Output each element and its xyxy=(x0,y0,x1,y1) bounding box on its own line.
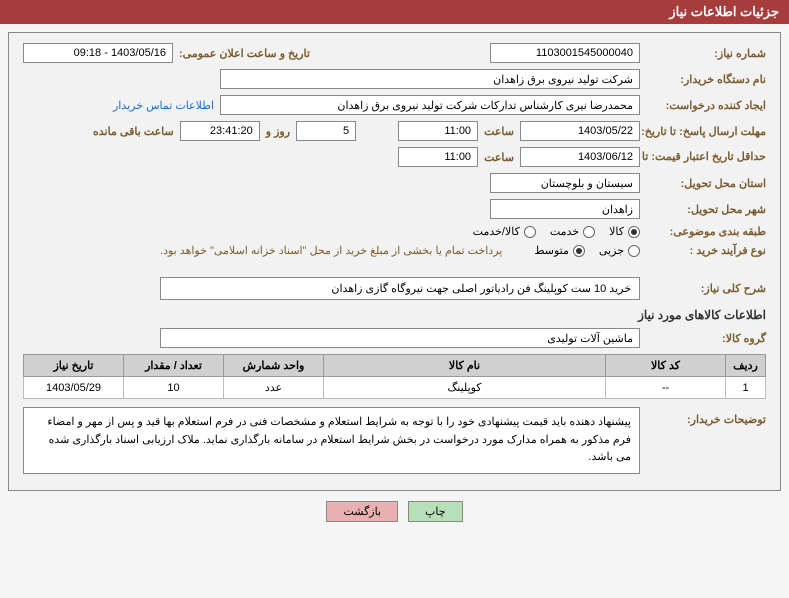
label-city: شهر محل تحویل: xyxy=(646,203,766,216)
field-buyer-org: شرکت تولید نیروی برق زاهدان xyxy=(220,69,640,89)
th-code: کد کالا xyxy=(606,355,726,377)
radio-label-khedmat: خدمت xyxy=(550,225,579,238)
label-subject-class: طبقه بندی موضوعی: xyxy=(646,225,766,238)
radio-kala-khedmat[interactable]: کالا/خدمت xyxy=(473,225,536,238)
label-announce-dt: تاریخ و ساعت اعلان عمومی: xyxy=(179,47,310,60)
label-hour2: ساعت xyxy=(484,151,514,164)
radio-dot-icon xyxy=(583,226,595,238)
radio-dot-icon xyxy=(628,226,640,238)
section-goods-info: اطلاعات کالاهای مورد نیاز xyxy=(23,308,766,322)
td-qty: 10 xyxy=(124,377,224,399)
label-purchase-type: نوع فرآیند خرید : xyxy=(646,244,766,257)
radio-label-kala: کالا xyxy=(609,225,624,238)
field-need-no: 1103001545000040 xyxy=(490,43,640,63)
table-row: 1 -- کوپلینگ عدد 10 1403/05/29 xyxy=(24,377,766,399)
label-min-validity: حداقل تاریخ اعتبار قیمت: تا تاریخ: xyxy=(646,150,766,164)
field-min-validity-date: 1403/06/12 xyxy=(520,147,640,167)
th-qty: تعداد / مقدار xyxy=(124,355,224,377)
goods-table: ردیف کد کالا نام کالا واحد شمارش تعداد /… xyxy=(23,354,766,399)
radio-khedmat[interactable]: خدمت xyxy=(550,225,595,238)
field-goods-group: ماشین آلات تولیدی xyxy=(160,328,640,348)
label-days-and: روز و xyxy=(266,125,290,138)
field-remain-days: 5 xyxy=(296,121,356,141)
radio-label-kalakhedmat: کالا/خدمت xyxy=(473,225,520,238)
field-min-validity-hour: 11:00 xyxy=(398,147,478,167)
th-row: ردیف xyxy=(726,355,766,377)
header-title: جزئیات اطلاعات نیاز xyxy=(669,4,779,20)
label-buyer-notes: توضیحات خریدار: xyxy=(646,407,766,426)
page-header: جزئیات اطلاعات نیاز xyxy=(0,0,789,24)
radio-label-jozei: جزیی xyxy=(599,244,624,257)
radio-dot-icon xyxy=(524,226,536,238)
purchase-note: پرداخت تمام یا بخشی از مبلغ خرید از محل … xyxy=(160,244,502,257)
th-unit: واحد شمارش xyxy=(224,355,324,377)
td-name: کوپلینگ xyxy=(324,377,606,399)
back-button[interactable]: بازگشت xyxy=(326,501,398,522)
label-goods-group: گروه کالا: xyxy=(646,332,766,345)
field-city: زاهدان xyxy=(490,199,640,219)
td-unit: عدد xyxy=(224,377,324,399)
print-button[interactable]: چاپ xyxy=(408,501,463,522)
label-need-no: شماره نیاز: xyxy=(646,47,766,60)
radio-motavaset[interactable]: متوسط xyxy=(534,244,585,257)
radio-label-motavaset: متوسط xyxy=(534,244,569,257)
td-date: 1403/05/29 xyxy=(24,377,124,399)
field-announce-dt: 1403/05/16 - 09:18 xyxy=(23,43,173,63)
field-province: سیستان و بلوچستان xyxy=(490,173,640,193)
radio-dot-icon xyxy=(628,245,640,257)
buyer-notes-box: پیشنهاد دهنده باید قیمت پیشنهادی خود را … xyxy=(23,407,640,474)
label-hour1: ساعت xyxy=(484,125,514,138)
label-reply-deadline: مهلت ارسال پاسخ: تا تاریخ: xyxy=(646,125,766,138)
radio-dot-icon xyxy=(573,245,585,257)
radio-kala[interactable]: کالا xyxy=(609,225,640,238)
process-radio-group: جزیی متوسط xyxy=(534,244,640,257)
main-panel: شماره نیاز: 1103001545000040 تاریخ و ساع… xyxy=(8,32,781,491)
label-need-summary: شرح کلی نیاز: xyxy=(646,282,766,295)
field-need-summary: خرید 10 ست کوپلینگ فن رادیاتور اصلی جهت … xyxy=(160,277,640,300)
radio-jozei[interactable]: جزیی xyxy=(599,244,640,257)
label-requester: ایجاد کننده درخواست: xyxy=(646,99,766,112)
label-province: استان محل تحویل: xyxy=(646,177,766,190)
button-bar: چاپ بازگشت xyxy=(0,501,789,522)
field-reply-date: 1403/05/22 xyxy=(520,121,640,141)
th-date: تاریخ نیاز xyxy=(24,355,124,377)
td-row: 1 xyxy=(726,377,766,399)
field-remain-time: 23:41:20 xyxy=(180,121,260,141)
label-buyer-org: نام دستگاه خریدار: xyxy=(646,73,766,86)
label-remaining: ساعت باقی مانده xyxy=(93,125,174,138)
buyer-contact-link[interactable]: اطلاعات تماس خریدار xyxy=(113,99,214,112)
subject-radio-group: کالا خدمت کالا/خدمت xyxy=(473,225,640,238)
td-code: -- xyxy=(606,377,726,399)
th-name: نام کالا xyxy=(324,355,606,377)
field-reply-hour: 11:00 xyxy=(398,121,478,141)
field-requester: محمدرضا نیری کارشناس تدارکات شرکت تولید … xyxy=(220,95,640,115)
